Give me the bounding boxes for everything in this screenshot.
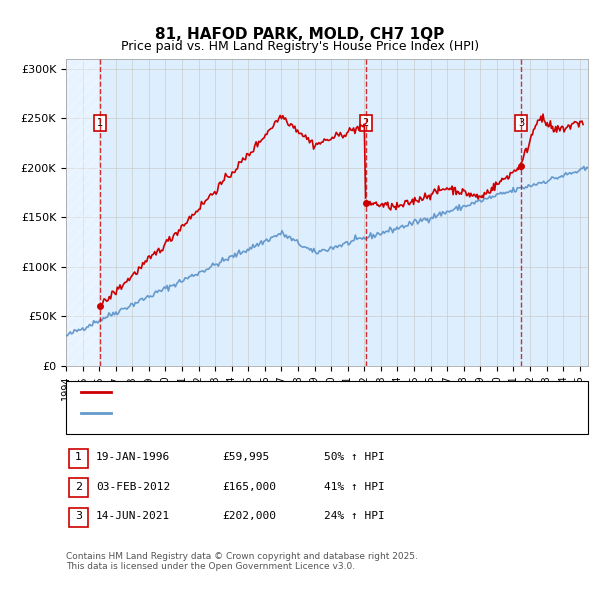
Text: 3: 3 [75, 512, 82, 521]
Text: 81, HAFOD PARK, MOLD, CH7 1QP (semi-detached house): 81, HAFOD PARK, MOLD, CH7 1QP (semi-deta… [114, 388, 415, 397]
Text: Price paid vs. HM Land Registry's House Price Index (HPI): Price paid vs. HM Land Registry's House … [121, 40, 479, 53]
Text: 19-JAN-1996: 19-JAN-1996 [96, 453, 170, 462]
Text: 1: 1 [97, 119, 103, 129]
Text: HPI: Average price, semi-detached house, Flintshire: HPI: Average price, semi-detached house,… [114, 408, 384, 418]
Text: 2: 2 [75, 482, 82, 491]
Text: £202,000: £202,000 [222, 512, 276, 521]
Bar [66, 59, 100, 366]
Text: 24% ↑ HPI: 24% ↑ HPI [324, 512, 385, 521]
Text: £59,995: £59,995 [222, 453, 269, 462]
Text: 2: 2 [362, 119, 369, 129]
Text: 1: 1 [75, 453, 82, 462]
Text: 50% ↑ HPI: 50% ↑ HPI [324, 453, 385, 462]
Text: 14-JUN-2021: 14-JUN-2021 [96, 512, 170, 521]
Text: 3: 3 [518, 119, 524, 129]
Text: 03-FEB-2012: 03-FEB-2012 [96, 482, 170, 491]
Text: 81, HAFOD PARK, MOLD, CH7 1QP: 81, HAFOD PARK, MOLD, CH7 1QP [155, 27, 445, 41]
Text: 41% ↑ HPI: 41% ↑ HPI [324, 482, 385, 491]
Text: £165,000: £165,000 [222, 482, 276, 491]
Text: Contains HM Land Registry data © Crown copyright and database right 2025.
This d: Contains HM Land Registry data © Crown c… [66, 552, 418, 571]
